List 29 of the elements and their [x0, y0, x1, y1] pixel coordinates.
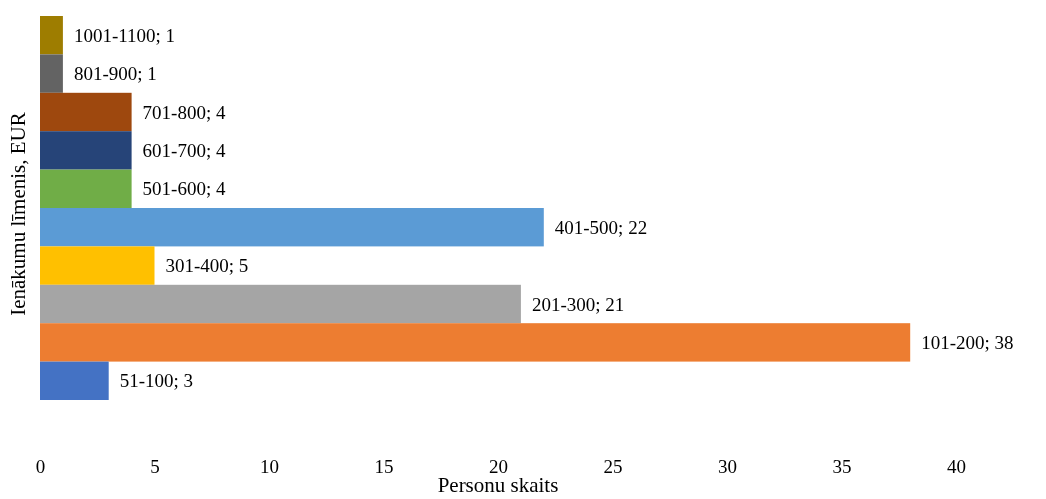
x-tick-label: 5: [150, 455, 160, 477]
bar: [40, 246, 155, 285]
bar: [40, 361, 109, 400]
data-label: 301-400; 5: [165, 255, 249, 277]
x-tick-label: 25: [603, 455, 623, 477]
x-tick-label: 0: [35, 455, 46, 477]
x-tick-label: 30: [718, 455, 737, 477]
bar: [40, 323, 911, 362]
bar: [40, 92, 132, 132]
bar: [40, 169, 132, 208]
x-tick-label: 15: [374, 455, 394, 477]
bar: [40, 208, 544, 247]
data-label: 51-100; 3: [119, 370, 194, 392]
data-label: 201-300; 21: [531, 293, 625, 315]
data-label: 501-600; 4: [142, 178, 226, 200]
x-tick-label: 10: [260, 455, 279, 477]
x-tick-label: 40: [947, 455, 966, 477]
y-axis-title: Ienākumu līmenis, EUR: [6, 112, 30, 316]
data-label: 101-200; 38: [921, 332, 1014, 354]
data-label: 1001-1100; 1: [73, 24, 176, 46]
data-label: 701-800; 4: [142, 101, 226, 123]
data-label: 801-900; 1: [73, 63, 157, 85]
data-label: 601-700; 4: [142, 140, 226, 162]
bar: [40, 131, 132, 170]
data-label: 401-500; 22: [554, 216, 648, 238]
x-tick-label: 35: [832, 455, 852, 477]
bar: [40, 16, 63, 55]
bar: [40, 284, 521, 324]
bar: [40, 54, 63, 93]
